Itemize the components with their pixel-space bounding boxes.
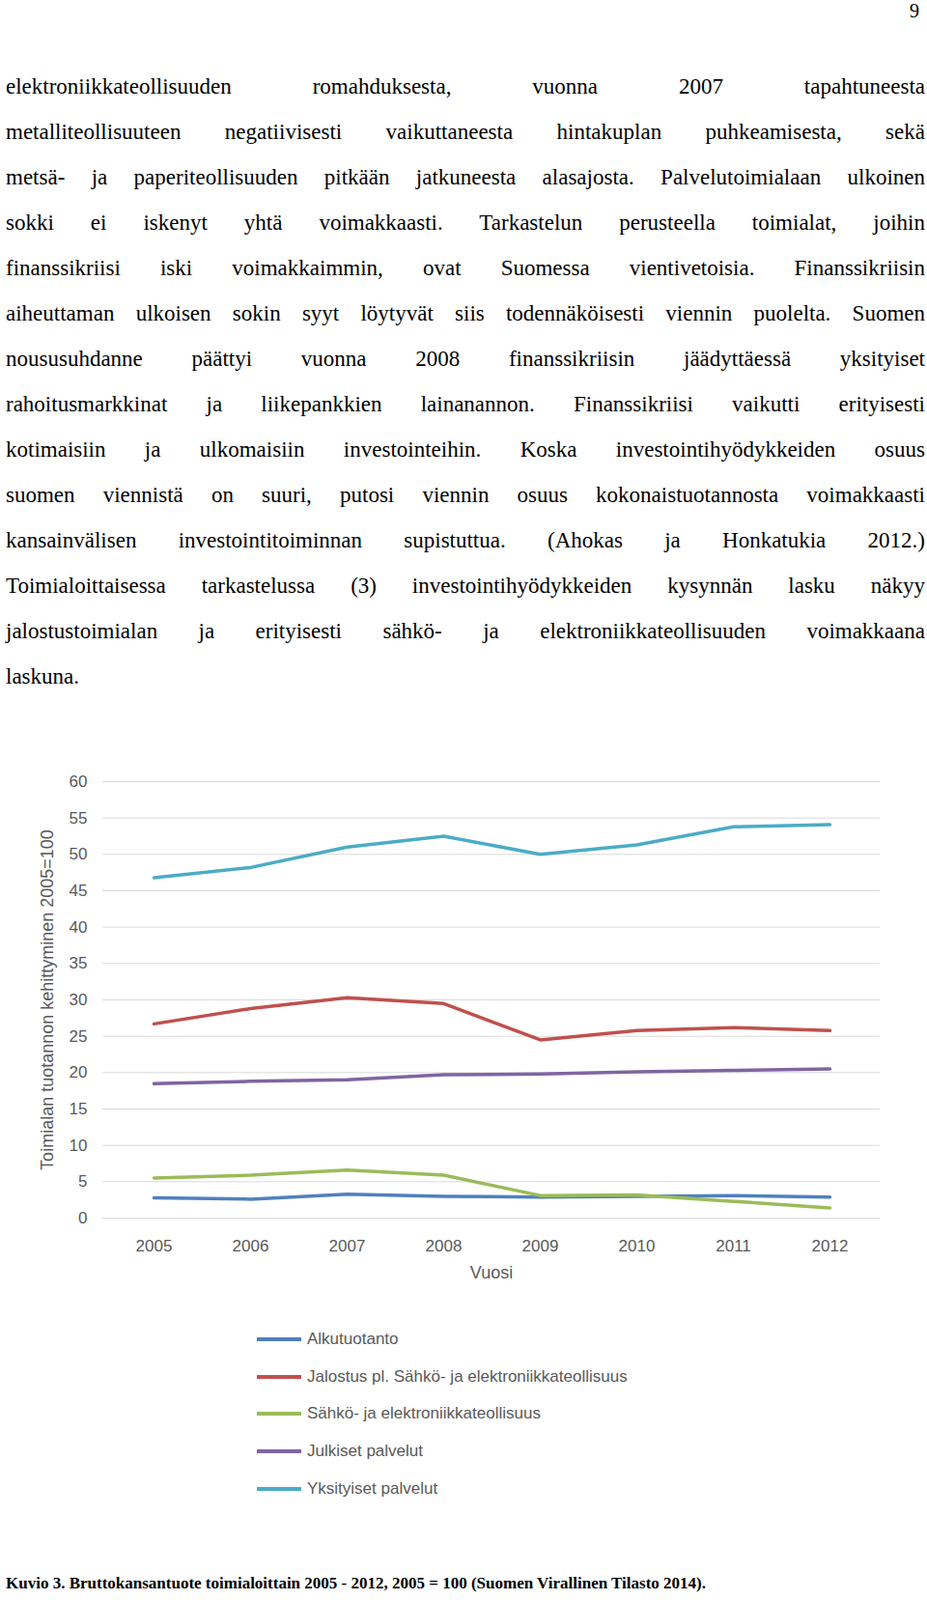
svg-text:2008: 2008 xyxy=(425,1236,463,1256)
html-text:9: 9 xyxy=(909,0,920,22)
html-text:elektroniikkateollisuuden roma: elektroniikkateollisuuden romahduksesta,… xyxy=(5,74,926,99)
html-text:jalostustoimialan ja erityises: jalostustoimialan ja erityisesti sähkö- … xyxy=(5,618,926,644)
svg-text:2007: 2007 xyxy=(329,1236,366,1256)
html-text:kansainvälisen investointitoim: kansainvälisen investointitoiminnan supi… xyxy=(5,528,926,553)
svg-text:20: 20 xyxy=(69,1063,88,1082)
html-text:finanssikriisi iski voimakkaim: finanssikriisi iski voimakkaimmin, ovat … xyxy=(5,255,926,281)
html-text:Kuvio 3. Bruttokansantuote toi: Kuvio 3. Bruttokansantuote toimialoittai… xyxy=(5,1573,706,1593)
svg-text:2012: 2012 xyxy=(812,1236,849,1256)
svg-text:2009: 2009 xyxy=(522,1236,560,1256)
html-text:Alkutuotanto: Alkutuotanto xyxy=(307,1329,399,1349)
html-text:noususuhdanne päättyi vuonna 2: noususuhdanne päättyi vuonna 2008 finans… xyxy=(5,346,926,371)
html-text:Yksityiset palvelut: Yksityiset palvelut xyxy=(307,1479,438,1498)
html-text:Julkiset palvelut: Julkiset palvelut xyxy=(307,1441,423,1461)
html-text:rahoitusmarkkinat ja liikepank: rahoitusmarkkinat ja liikepankkien laina… xyxy=(5,392,926,417)
svg-text:Toimialan tuotannon kehittymin: Toimialan tuotannon kehittyminen 2005=10… xyxy=(37,829,57,1171)
html-text:kotimaisiin ja ulkomaisiin inv: kotimaisiin ja ulkomaisiin investointeih… xyxy=(5,437,926,462)
svg-text:15: 15 xyxy=(69,1099,88,1119)
svg-text:40: 40 xyxy=(69,918,88,937)
svg-text:2006: 2006 xyxy=(232,1236,270,1256)
svg-text:50: 50 xyxy=(69,844,88,864)
svg-text:2005: 2005 xyxy=(136,1236,173,1256)
html-text:sokki ei iskenyt yhtä voimakka: sokki ei iskenyt yhtä voimakkaasti. Tark… xyxy=(5,210,926,235)
html-text:laskuna.: laskuna. xyxy=(5,664,80,689)
svg-text:35: 35 xyxy=(69,954,88,973)
html-text:Jalostus pl. Sähkö- ja elektro: Jalostus pl. Sähkö- ja elektroniikkateol… xyxy=(307,1367,628,1386)
html-text:aiheuttaman ulkoisen sokin syy: aiheuttaman ulkoisen sokin syyt löytyvät… xyxy=(5,301,926,326)
svg-text:5: 5 xyxy=(78,1172,87,1191)
svg-text:45: 45 xyxy=(69,881,88,900)
svg-text:0: 0 xyxy=(78,1208,87,1228)
svg-text:55: 55 xyxy=(69,809,88,828)
html-text:metalliteollisuuteen negatiivi: metalliteollisuuteen negatiivisesti vaik… xyxy=(5,119,926,144)
html-text:Sähkö- ja elektroniikkateollis: Sähkö- ja elektroniikkateollisuus xyxy=(307,1404,541,1423)
svg-text:25: 25 xyxy=(69,1027,88,1046)
html-text:metsä- ja paperiteollisuuden p: metsä- ja paperiteollisuuden pitkään jat… xyxy=(5,165,926,190)
html-text:suomen viennistä on suuri, put: suomen viennistä on suuri, putosi vienni… xyxy=(5,482,926,507)
svg-text:60: 60 xyxy=(69,772,88,791)
svg-text:10: 10 xyxy=(69,1136,88,1155)
html-text:Toimialoittaisessa tarkastelus: Toimialoittaisessa tarkastelussa (3) inv… xyxy=(5,573,926,598)
svg-text:2010: 2010 xyxy=(618,1236,656,1256)
svg-text:30: 30 xyxy=(69,990,88,1010)
svg-text:2011: 2011 xyxy=(715,1236,752,1256)
svg-text:Vuosi: Vuosi xyxy=(470,1263,513,1283)
